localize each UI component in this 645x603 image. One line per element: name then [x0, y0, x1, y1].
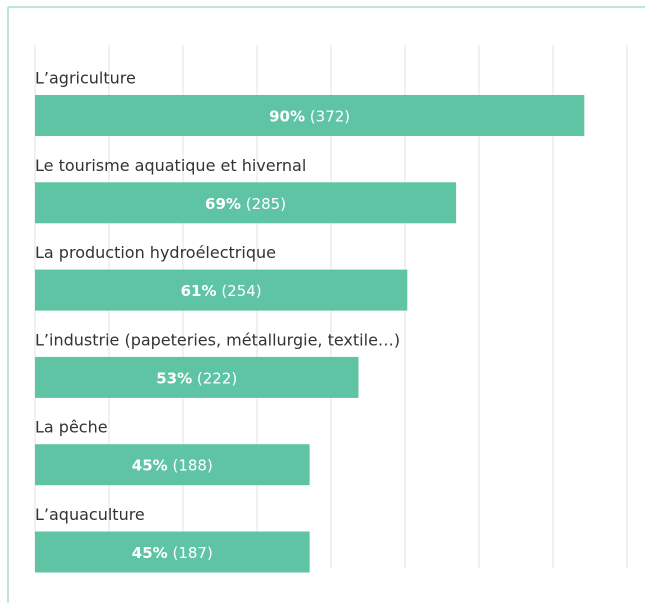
category-label: La pêche [35, 418, 108, 437]
value-label: 45% (188) [132, 456, 213, 474]
percent-label: 45% [132, 544, 168, 562]
bar [35, 531, 310, 573]
value-label: 69% (285) [205, 194, 286, 212]
value-label: 45% (187) [132, 544, 213, 562]
value-label: 90% (372) [269, 107, 350, 125]
percent-label: 61% [181, 282, 217, 300]
category-label: L’agriculture [35, 69, 136, 88]
bar [35, 444, 310, 486]
bar [35, 269, 408, 311]
bar [35, 95, 585, 136]
percent-label: 69% [205, 194, 241, 212]
count-label: (188) [172, 456, 212, 474]
count-label: (285) [246, 194, 286, 212]
percent-label: 53% [156, 369, 192, 387]
category-label: L’aquaculture [35, 505, 145, 524]
count-label: (254) [221, 282, 261, 300]
value-label: 61% (254) [181, 282, 262, 300]
count-label: (222) [197, 369, 237, 387]
value-label: 53% (222) [156, 369, 237, 387]
category-label: L’industrie (papeteries, métallurgie, te… [35, 330, 400, 349]
percent-label: 45% [132, 456, 168, 474]
percent-label: 90% [269, 107, 305, 125]
category-label: Le tourisme aquatique et hivernal [35, 156, 306, 175]
category-label: La production hydroélectrique [35, 243, 276, 262]
count-label: (187) [172, 544, 212, 562]
bar [35, 182, 457, 224]
bar [35, 356, 359, 398]
count-label: (372) [310, 107, 350, 125]
